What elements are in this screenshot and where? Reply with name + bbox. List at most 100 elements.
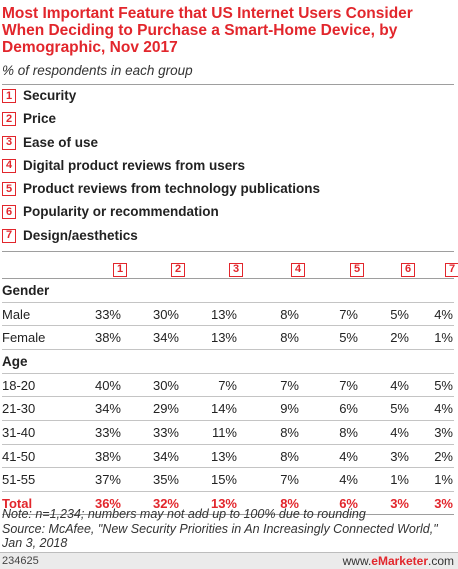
cell-value: 4% [339, 448, 358, 464]
chart-id: 234625 [2, 555, 39, 567]
row-divider [2, 467, 454, 469]
cell-value: 4% [390, 424, 409, 440]
column-number-box: 2 [171, 262, 185, 277]
cell-value: 34% [152, 448, 179, 464]
footnote: Note: n=1,234; numbers may not add up to… [2, 507, 454, 551]
group-divider [2, 372, 454, 374]
row-divider [2, 325, 454, 327]
chart-subtitle: % of respondents in each group [2, 63, 193, 78]
legend-item: 5 Product reviews from technology publica… [2, 179, 454, 202]
table-row: 18-20 40% 30% 7% 7% 7% 4% 5% [2, 374, 454, 398]
footer-bar: 234625 www.eMarketer.com [0, 552, 458, 569]
data-table: 1 2 3 4 5 6 7 Gender Male 33% 30% 13% 8% 7% 5% 4% Female… [2, 255, 458, 516]
table-row: 41-50 38% 34% 13% 8% 4% 3% 2% [2, 445, 454, 469]
legend-number-box: 3 [2, 135, 16, 150]
cell-value: 8% [339, 424, 358, 440]
row-label: Female [2, 330, 46, 346]
cell-value: 14% [210, 401, 237, 417]
row-divider [2, 348, 454, 350]
cell-value: 8% [280, 424, 299, 440]
legend-number-box: 6 [2, 205, 16, 220]
row-label: 18-20 [2, 377, 36, 393]
cell-value: 30% [152, 377, 179, 393]
cell-value: 1% [434, 330, 453, 346]
note-text: Note: n=1,234; numbers may not add up to… [2, 507, 366, 521]
source-text: Source: McAfee, "New Security Priorities… [2, 521, 438, 551]
legend-label: Product reviews from technology publicat… [23, 181, 321, 197]
cell-value: 8% [280, 330, 299, 346]
brand-name: eMarketer [371, 554, 428, 568]
row-divider [2, 490, 454, 492]
row-label: 31-40 [2, 424, 36, 440]
cell-value: 2% [390, 330, 409, 346]
row-label: 41-50 [2, 448, 36, 464]
cell-value: 1% [390, 472, 409, 488]
header-divider [2, 277, 454, 279]
row-divider [2, 396, 454, 398]
cell-value: 4% [339, 472, 358, 488]
brand-prefix: www. [342, 554, 372, 568]
cell-value: 5% [390, 401, 409, 417]
cell-value: 5% [390, 306, 409, 322]
table-row: 31-40 33% 33% 11% 8% 8% 4% 3% [2, 421, 454, 445]
cell-value: 3% [390, 448, 409, 464]
legend-item: 4 Digital product reviews from users [2, 156, 454, 179]
column-number-box: 6 [401, 262, 415, 277]
cell-value: 15% [210, 472, 237, 488]
cell-value: 4% [434, 401, 453, 417]
cell-value: 7% [280, 472, 299, 488]
cell-value: 7% [280, 377, 299, 393]
cell-value: 3% [434, 424, 453, 440]
row-divider [2, 443, 454, 445]
column-number-box: 3 [229, 262, 243, 277]
cell-value: 38% [94, 330, 121, 346]
cell-value: 2% [434, 448, 453, 464]
legend-item: 1 Security [2, 86, 454, 109]
cell-value: 9% [280, 401, 299, 417]
group-label: Age [2, 353, 28, 369]
column-header: 4 [265, 259, 305, 277]
legend: 1 Security 2 Price 3 Ease of use 4 Digital prod… [2, 86, 454, 249]
legend-number-box: 7 [2, 228, 16, 243]
row-label: 51-55 [2, 472, 36, 488]
column-number-box: 5 [350, 262, 364, 277]
cell-value: 4% [434, 306, 453, 322]
table-row: 21-30 34% 29% 14% 9% 6% 5% 4% [2, 397, 454, 421]
cell-value: 8% [280, 306, 299, 322]
cell-value: 6% [339, 401, 358, 417]
cell-value: 30% [152, 306, 179, 322]
table-row: 51-55 37% 35% 15% 7% 4% 1% 1% [2, 468, 454, 492]
cell-value: 4% [390, 377, 409, 393]
cell-value: 34% [152, 330, 179, 346]
column-header-row: 1 2 3 4 5 6 7 [2, 255, 458, 279]
group-divider [2, 301, 454, 303]
brand-link[interactable]: www.eMarketer.com [343, 554, 454, 568]
legend-number-box: 1 [2, 89, 16, 103]
legend-label: Security [23, 88, 77, 103]
legend-label: Design/aesthetics [23, 227, 138, 243]
row-label: Male [2, 306, 31, 322]
cell-value: 38% [94, 448, 121, 464]
divider-top [2, 84, 454, 85]
cell-value: 13% [210, 330, 237, 346]
cell-value: 29% [152, 401, 179, 417]
cell-value: 13% [210, 448, 237, 464]
column-header: 6 [375, 259, 415, 277]
cell-value: 35% [152, 472, 179, 488]
column-number-box: 1 [113, 262, 127, 277]
column-header: 2 [145, 259, 185, 277]
cell-value: 11% [211, 424, 237, 440]
legend-item: 6 Popularity or recommendation [2, 202, 454, 225]
cell-value: 8% [280, 448, 299, 464]
brand-suffix: .com [427, 554, 454, 568]
row-label: 21-30 [2, 401, 36, 417]
cell-value: 40% [94, 377, 121, 393]
column-number-box: 4 [291, 262, 305, 277]
table-row: Female 38% 34% 13% 8% 5% 2% 1% [2, 326, 454, 350]
cell-value: 33% [152, 424, 179, 440]
total-row: Total 36% 32% 13% 8% 6% 3% 3% [2, 492, 454, 516]
group-header: Age [2, 350, 454, 374]
legend-item: 7 Design/aesthetics [2, 226, 454, 249]
cell-value: 7% [218, 377, 237, 393]
row-label: Total [2, 495, 33, 511]
